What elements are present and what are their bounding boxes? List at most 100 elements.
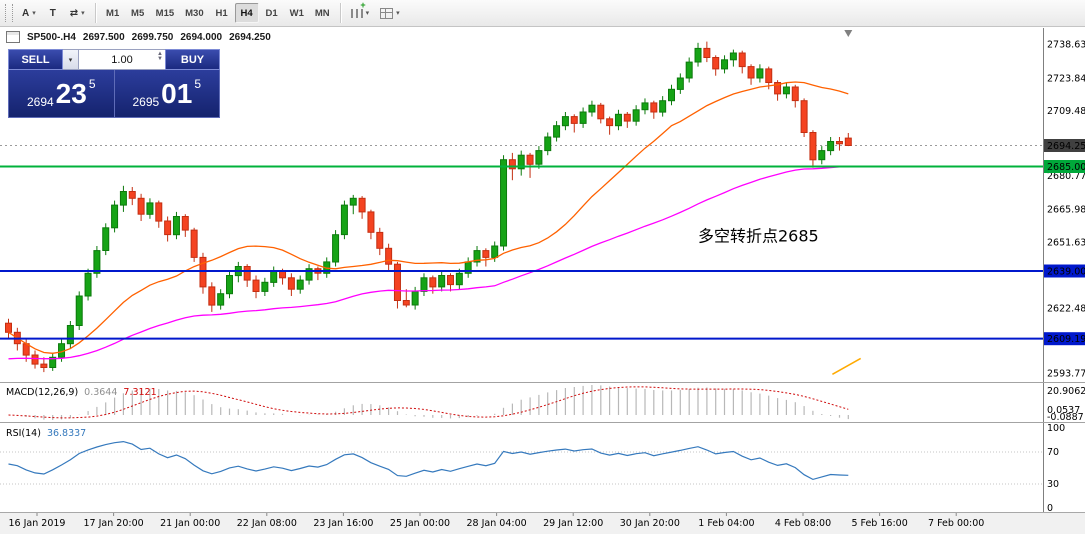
price-tag: [1044, 264, 1085, 278]
volume-spinner[interactable]: ▲ ▼: [157, 51, 163, 63]
one-click-trading-panel: SELL ▾ 1.00 ▲ ▼ BUY 2694 23 5 2695 01 5: [8, 49, 220, 118]
timeframe-m1-button[interactable]: M1: [101, 3, 125, 23]
chevron-down-icon: ▾: [396, 10, 400, 17]
svg-text:2709.485: 2709.485: [1047, 106, 1085, 117]
bid-price: 2694 23 5: [9, 70, 114, 117]
svg-text:2622.485: 2622.485: [1047, 304, 1085, 315]
macd-panel[interactable]: MACD(12,26,9) 0.3644 7.3121 20.9062 0.0537-0…: [6, 385, 1085, 423]
time-axis-label: 7 Feb 00:00: [928, 518, 984, 529]
toolbar-separator: [339, 3, 341, 23]
indicators-icon: [350, 0, 366, 18]
price-tag: [1044, 160, 1085, 173]
toolbar-grip[interactable]: [5, 4, 13, 22]
indicators-button[interactable]: ▾: [346, 0, 375, 23]
time-axis-label: 23 Jan 16:00: [313, 518, 373, 529]
spinner-up-icon[interactable]: ▲: [157, 51, 163, 57]
rsi-line: [8, 440, 849, 481]
svg-text:0.0537: 0.0537: [1047, 405, 1080, 416]
timeframe-d1-button[interactable]: D1: [260, 3, 284, 23]
text-tool-button[interactable]: T: [42, 3, 64, 23]
price-chart-layer[interactable]: 多空转折点2685: [0, 30, 1043, 375]
time-axis-label: 4 Feb 08:00: [775, 518, 831, 529]
time-axis-label: 5 Feb 16:00: [851, 518, 907, 529]
chevron-down-icon: ▾: [68, 56, 73, 64]
svg-text:70: 70: [1047, 447, 1059, 458]
svg-text:2680.775: 2680.775: [1047, 171, 1085, 182]
timeframe-h4-button[interactable]: H4: [234, 3, 259, 23]
templates-button[interactable]: ▾: [375, 3, 405, 23]
price-axis[interactable]: 2738.630 2723.840 2709.485 2680.775 2665.985…: [1043, 28, 1085, 512]
svg-text:30: 30: [1047, 479, 1059, 490]
ask-main: 01: [161, 77, 193, 109]
slow-ma-line: [8, 165, 849, 360]
svg-text:2685.000: 2685.000: [1047, 162, 1085, 173]
text-label-tool-button[interactable]: A ▾: [17, 3, 41, 23]
svg-text:100: 100: [1047, 423, 1065, 434]
text-tool-glyph: T: [49, 7, 56, 19]
timeframe-m15-button[interactable]: M15: [151, 3, 179, 23]
ask-prefix: 2695: [132, 95, 160, 109]
svg-text:2694.250: 2694.250: [1047, 141, 1085, 152]
draw-tools-glyph: ⇄: [69, 7, 79, 19]
chart-window-icon[interactable]: [6, 31, 20, 43]
sell-button[interactable]: SELL: [8, 49, 63, 70]
chevron-down-icon: ▾: [32, 10, 36, 17]
chevron-down-icon: ▾: [365, 10, 370, 17]
timeframe-h1-button[interactable]: H1: [210, 3, 234, 23]
time-axis-label: 1 Feb 04:00: [698, 518, 754, 529]
quote-panel: 2694 23 5 2695 01 5: [8, 70, 220, 118]
timeframe-m30-button[interactable]: M30: [180, 3, 208, 23]
time-axis-label: 30 Jan 20:00: [620, 518, 680, 529]
volume-field[interactable]: 1.00 ▲ ▼: [79, 49, 165, 70]
ask-price: 2695 01 5: [115, 70, 220, 117]
price-tag: [1044, 332, 1085, 346]
chart-canvas[interactable]: 多空转折点2685 2738.630 2723.840 2709.485 2680.77…: [0, 28, 1085, 534]
timeframe-w1-button[interactable]: W1: [285, 3, 309, 23]
svg-text:2639.000: 2639.000: [1047, 267, 1085, 278]
rsi-panel[interactable]: RSI(14) 36.8337 100 70 30 0: [0, 423, 1065, 514]
svg-text:-0.0887: -0.0887: [1047, 412, 1084, 423]
time-axis-label: 29 Jan 12:00: [543, 518, 603, 529]
svg-text:2651.630: 2651.630: [1047, 237, 1085, 248]
quote-divider: [113, 70, 115, 117]
time-axis-label: 28 Jan 04:00: [467, 518, 527, 529]
buy-button[interactable]: BUY: [165, 49, 220, 70]
svg-text:20.9062: 20.9062: [1047, 386, 1085, 397]
bid-prefix: 2694: [26, 95, 54, 109]
timeframe-mn-button[interactable]: MN: [310, 3, 335, 23]
time-axis-label: 17 Jan 20:00: [84, 518, 144, 529]
volume-dropdown-button[interactable]: ▾: [63, 49, 79, 70]
timeframe-m5-button[interactable]: M5: [126, 3, 150, 23]
bid-sup: 5: [88, 77, 96, 91]
bid-main: 23: [55, 77, 87, 109]
svg-text:2665.985: 2665.985: [1047, 205, 1085, 216]
toolbar-separator: [94, 3, 96, 23]
chart-shift-marker[interactable]: [844, 30, 853, 37]
price-tag: [1044, 139, 1085, 152]
macd-label: MACD(12,26,9) 0.3644 7.3121: [6, 387, 157, 398]
timeframe-group: M1 M5 M15 M30 H1 H4 D1 W1 MN: [101, 3, 335, 23]
svg-text:0: 0: [1047, 503, 1053, 514]
time-axis-label: 21 Jan 00:00: [160, 518, 220, 529]
time-axis-label: 16 Jan 2019: [9, 518, 66, 529]
draw-tools-button[interactable]: ⇄ ▾: [65, 3, 90, 23]
time-axis-label: 25 Jan 00:00: [390, 518, 450, 529]
trendline-segment[interactable]: [832, 357, 862, 375]
chart-annotation-text: 多空转折点2685: [698, 227, 819, 246]
spinner-down-icon[interactable]: ▼: [157, 56, 163, 63]
volume-value: 1.00: [111, 53, 133, 66]
svg-text:2738.630: 2738.630: [1047, 40, 1085, 51]
svg-text:2723.840: 2723.840: [1047, 73, 1085, 84]
fast-ma-line: [8, 81, 849, 354]
svg-text:2609.193: 2609.193: [1047, 334, 1085, 345]
svg-text:2593.775: 2593.775: [1047, 369, 1085, 380]
chevron-down-icon: ▾: [81, 10, 85, 17]
time-axis[interactable]: 16 Jan 2019 17 Jan 20:00 21 Jan 00:00 22 Ja…: [0, 512, 1085, 534]
templates-icon: [380, 7, 394, 19]
rsi-label: RSI(14) 36.8337: [6, 428, 86, 439]
text-label-tool-glyph: A: [22, 7, 30, 19]
ask-sup: 5: [194, 77, 202, 91]
time-axis-label: 22 Jan 08:00: [237, 518, 297, 529]
